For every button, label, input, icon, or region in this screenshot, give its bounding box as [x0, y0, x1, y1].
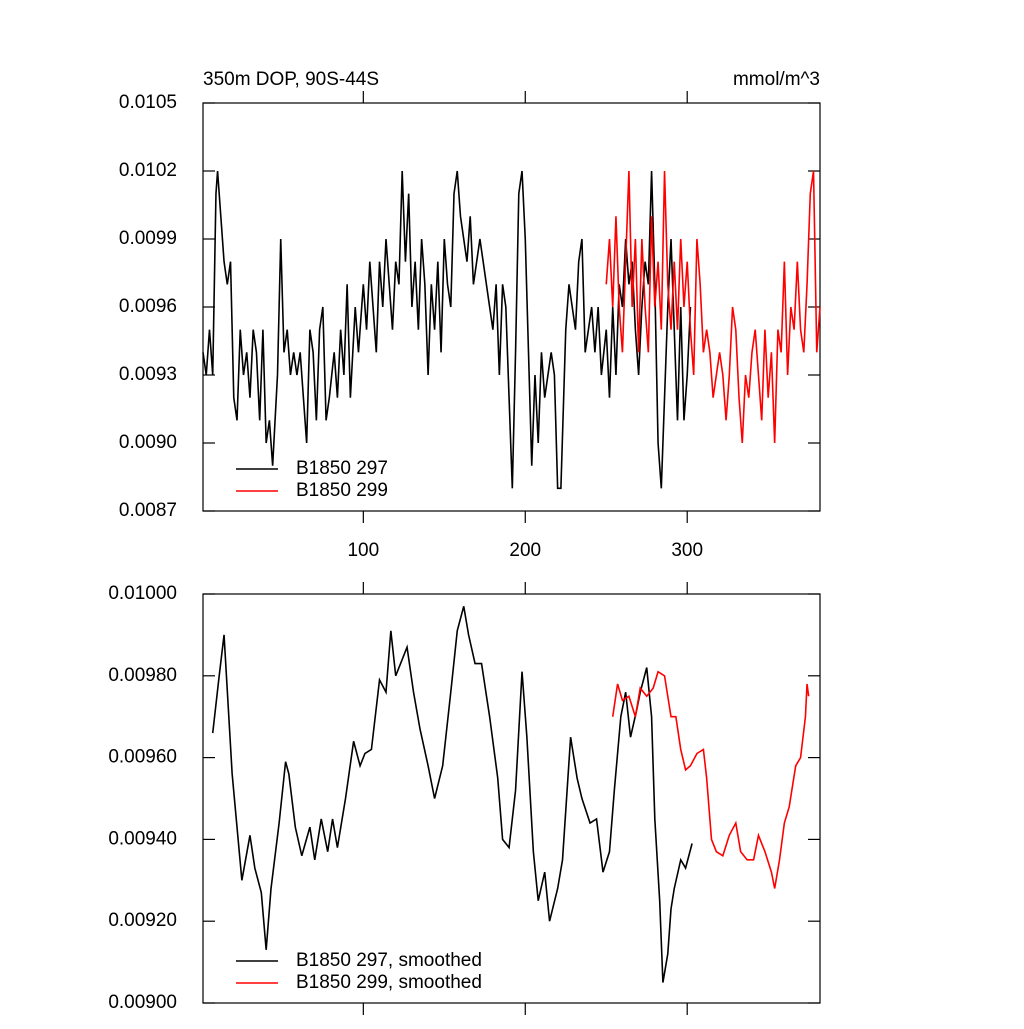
x-tick-label: 100 [347, 540, 379, 561]
y-tick-label: 0.0093 [119, 364, 177, 385]
x-tick-label: 200 [509, 540, 541, 561]
y-tick-label: 0.00980 [108, 665, 177, 686]
y-tick-label: 0.00920 [108, 910, 177, 931]
y-tick-label: 0.0087 [119, 500, 177, 521]
legend-label: B1850 297 [296, 458, 388, 479]
chart-title: 350m DOP, 90S-44S [203, 69, 379, 90]
data-line [211, 606, 693, 983]
data-line [605, 170, 821, 444]
y-tick-label: 0.0090 [119, 432, 177, 453]
legend-label: B1850 297, smoothed [296, 950, 482, 971]
y-tick-label: 0.00940 [108, 828, 177, 849]
data-line [611, 670, 810, 889]
y-tick-label: 0.0099 [119, 228, 177, 249]
y-tick-label: 0.00900 [108, 992, 177, 1013]
x-tick-label: 300 [671, 540, 703, 561]
plot-frame [202, 593, 821, 1004]
y-tick-label: 0.0102 [119, 160, 177, 181]
legend-label: B1850 299, smoothed [296, 972, 482, 993]
units-label: mmol/m^3 [733, 69, 820, 90]
y-tick-label: 0.0096 [119, 296, 177, 317]
legend-label: B1850 299 [296, 480, 388, 501]
data-line [202, 170, 692, 490]
y-tick-label: 0.01000 [108, 583, 177, 604]
y-tick-label: 0.00960 [108, 747, 177, 768]
y-tick-label: 0.0105 [119, 92, 177, 113]
